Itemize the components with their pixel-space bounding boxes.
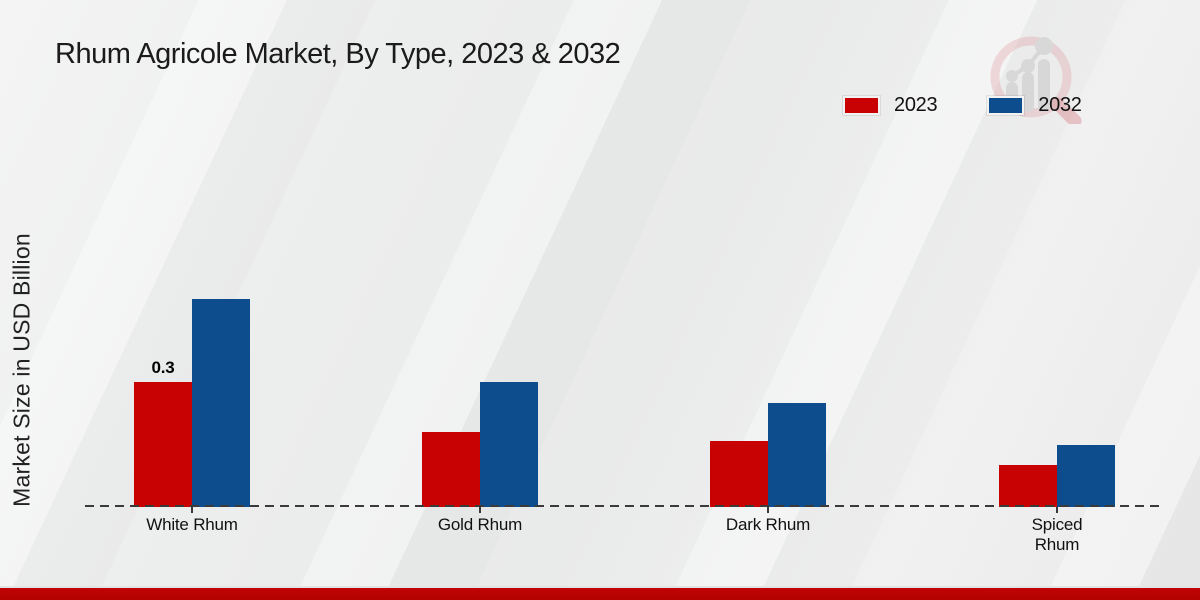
x-tick-label: Gold Rhum [437,515,523,534]
legend-item-2023: 2023 [843,94,938,117]
x-tick-label: Dark Rhum [725,515,811,534]
bar-2032-dark-rhum [768,403,826,507]
bar-2023-white-rhum [134,382,192,507]
x-axis-tick [479,507,481,513]
legend-label: 2032 [1038,94,1082,116]
x-axis-tick [767,507,769,513]
bar-2032-gold-rhum [480,382,538,507]
legend-label: 2023 [894,94,938,116]
bar-2023-spiced-rhum [999,465,1057,507]
x-axis-tick [1056,507,1058,513]
legend-swatch-2023 [843,96,880,115]
bar-value-label: 0.3 [151,358,175,377]
x-axis-baseline [85,505,1163,507]
footer-accent-bar [0,586,1200,600]
bar-2032-white-rhum [192,299,250,507]
legend-swatch-2032 [987,96,1025,115]
x-tick-label: White Rhum [146,515,238,534]
bar-2023-gold-rhum [422,432,480,507]
legend-item-2032: 2032 [987,94,1082,117]
chart-title: Rhum Agricole Market, By Type, 2023 & 20… [55,38,621,70]
bar-2032-spiced-rhum [1057,445,1115,507]
magnifier-growth-logo [990,36,1082,124]
x-axis-tick [191,507,193,513]
x-tick-label: Spiced Rhum [1031,515,1083,554]
legend: 2023 2032 [843,94,1082,117]
bar-2023-dark-rhum [710,441,768,507]
